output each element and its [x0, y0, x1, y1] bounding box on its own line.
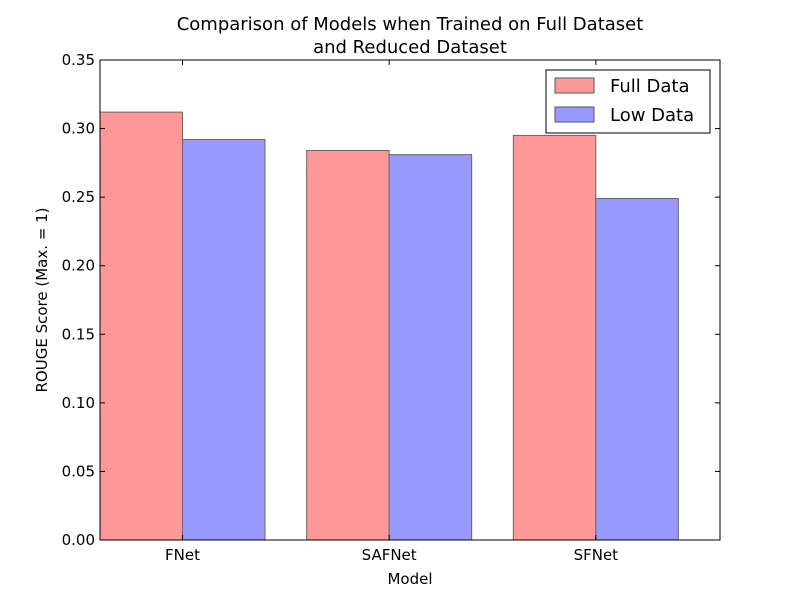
y-axis-label: ROUGE Score (Max. = 1) [33, 208, 51, 393]
bar-low-data-fnet [182, 139, 266, 541]
x-tick-label-sfnet: SFNet [574, 546, 619, 564]
y-tick-label: 0.00 [62, 531, 95, 549]
bar-low-data-sfnet [595, 198, 679, 541]
y-axis-ticks: 0.00 0.05 0.10 0.15 0.20 0.25 0.30 0.35 [62, 51, 720, 549]
chart-title-line-1: Comparison of Models when Trained on Ful… [177, 14, 644, 35]
y-tick-label: 0.35 [62, 51, 95, 69]
bar-full-data-fnet [99, 111, 183, 541]
y-tick-label: 0.30 [62, 120, 95, 138]
y-tick-label: 0.15 [62, 325, 95, 343]
bar-low-data-safnet [388, 154, 473, 541]
legend-swatch-low-data [554, 106, 595, 123]
y-tick-label: 0.10 [62, 394, 95, 412]
x-axis-label: Model [387, 570, 432, 588]
x-axis-ticks: FNet SAFNet SFNet [165, 60, 618, 564]
bar-full-data-safnet [306, 150, 390, 541]
legend-swatch-full-data [554, 77, 595, 94]
x-tick-label-fnet: FNet [165, 546, 200, 564]
chart-title: Comparison of Models when Trained on Ful… [177, 14, 644, 58]
x-tick-label-safnet: SAFNet [362, 546, 417, 564]
legend-label-low-data: Low Data [610, 105, 694, 126]
y-tick-label: 0.25 [62, 188, 95, 206]
bar-full-data-sfnet [512, 134, 597, 541]
chart-title-line-2: and Reduced Dataset [313, 37, 507, 58]
legend-label-full-data: Full Data [610, 76, 689, 97]
legend: Full Data Low Data [545, 69, 711, 134]
y-tick-label: 0.05 [62, 462, 95, 480]
bars-group [99, 111, 679, 541]
plot-area-frame [99, 59, 721, 541]
y-tick-label: 0.20 [62, 257, 95, 275]
